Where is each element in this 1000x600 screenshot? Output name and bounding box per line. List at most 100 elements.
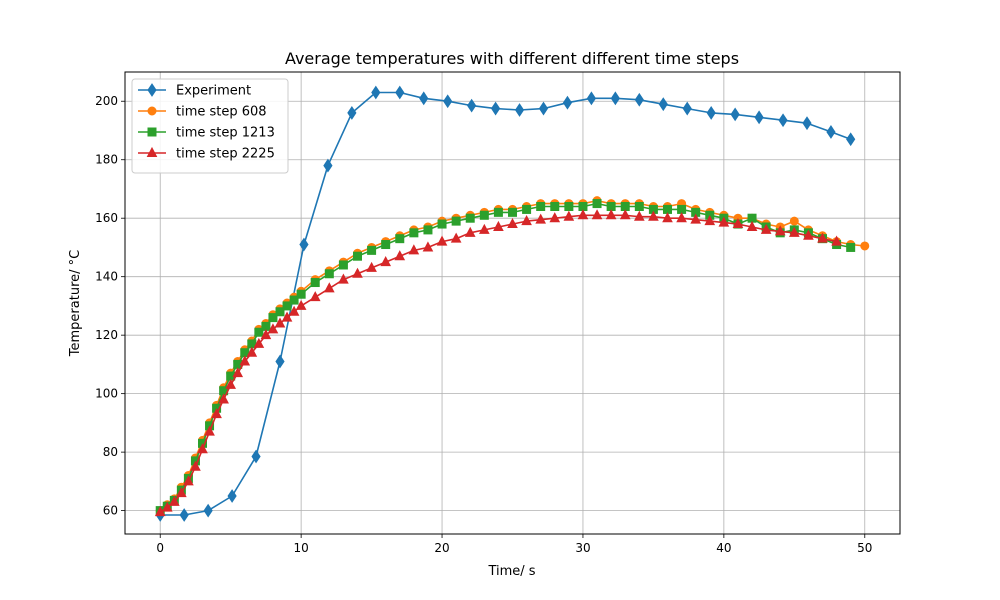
data-point <box>161 501 173 512</box>
data-point <box>826 125 836 139</box>
data-point <box>690 213 702 224</box>
data-point <box>296 289 306 299</box>
data-point <box>619 209 631 220</box>
data-point <box>467 98 477 113</box>
data-point <box>190 460 201 471</box>
data-point <box>718 216 730 227</box>
data-point <box>706 106 716 120</box>
data-point <box>203 503 213 518</box>
legend-label: Experiment <box>176 84 251 99</box>
data-point <box>367 245 377 255</box>
data-point <box>662 212 673 223</box>
x-tick-label: 20 <box>434 541 449 555</box>
data-point <box>395 85 405 100</box>
y-tick-label: 200 <box>95 94 118 108</box>
data-point <box>591 209 603 220</box>
data-point <box>648 210 659 221</box>
data-point <box>464 226 476 237</box>
data-point <box>605 209 617 220</box>
data-point <box>225 378 237 389</box>
data-point <box>295 299 307 310</box>
legend: Experiment time step 608 time step 1213 tim… <box>131 78 289 174</box>
data-point <box>324 269 334 279</box>
y-tick-label: 180 <box>95 153 118 167</box>
data-point <box>380 255 392 267</box>
data-point <box>347 106 357 120</box>
data-point <box>176 486 187 498</box>
data-point <box>260 329 272 340</box>
data-point <box>860 241 870 251</box>
data-point <box>562 95 573 110</box>
legend-marker <box>147 106 157 116</box>
data-point <box>803 229 814 240</box>
data-point <box>310 278 320 288</box>
data-point <box>479 210 489 220</box>
data-point <box>490 101 501 116</box>
data-point <box>395 234 405 244</box>
series-1 <box>155 85 856 522</box>
data-point <box>682 101 692 116</box>
x-tick-label: 30 <box>575 541 590 555</box>
data-point <box>227 489 237 503</box>
data-point <box>563 210 575 221</box>
series-layer <box>154 85 870 522</box>
data-point <box>746 220 758 231</box>
data-point <box>211 408 222 419</box>
data-point <box>309 291 321 302</box>
data-point <box>538 101 549 116</box>
data-point <box>788 226 800 237</box>
data-point <box>754 110 764 125</box>
legend-marker <box>147 127 157 137</box>
data-point <box>268 313 278 323</box>
data-point <box>658 97 668 112</box>
data-point <box>275 354 285 369</box>
x-axis-label: Time/ s <box>487 564 535 579</box>
data-point <box>437 219 447 229</box>
data-point <box>465 213 475 223</box>
data-point <box>789 216 799 226</box>
data-point <box>760 223 772 234</box>
data-point <box>323 158 333 173</box>
data-point <box>254 327 264 337</box>
x-tick-label: 50 <box>857 541 872 555</box>
data-point <box>536 202 546 212</box>
data-point <box>478 223 490 234</box>
data-point <box>521 215 532 226</box>
data-point <box>586 91 597 106</box>
data-point <box>289 295 299 305</box>
data-point <box>275 307 285 317</box>
data-point <box>730 107 740 122</box>
y-tick-label: 140 <box>95 270 118 284</box>
data-point <box>288 305 300 316</box>
data-point <box>802 116 812 131</box>
ticks: 0 10 20 30 40 50 60 80 100 120 140 160 180 200 <box>95 94 872 555</box>
data-point <box>179 508 189 522</box>
series-4 <box>154 209 842 517</box>
data-point <box>549 212 561 223</box>
data-point <box>564 202 574 212</box>
data-point <box>299 237 309 252</box>
data-point <box>550 202 560 212</box>
data-point <box>338 260 348 270</box>
data-point <box>522 204 532 214</box>
data-point <box>577 209 589 220</box>
data-point <box>634 202 644 212</box>
y-axis-label: Temperature/ °C <box>68 250 83 357</box>
data-point <box>204 425 215 436</box>
data-point <box>507 217 518 229</box>
data-point <box>218 393 229 404</box>
grid <box>125 72 900 534</box>
chart-title: Average temperatures with different diff… <box>285 49 739 68</box>
data-point <box>239 355 251 366</box>
y-tick-label: 100 <box>95 387 118 401</box>
x-tick-label: 10 <box>293 541 308 555</box>
data-point <box>451 216 461 226</box>
plot-frame <box>124 71 901 535</box>
data-point <box>253 337 265 348</box>
data-point <box>281 311 293 322</box>
legend-label: time step 2225 <box>176 147 275 162</box>
data-point <box>493 220 504 231</box>
data-point <box>394 250 406 261</box>
data-point <box>422 241 434 252</box>
data-point <box>408 244 420 255</box>
